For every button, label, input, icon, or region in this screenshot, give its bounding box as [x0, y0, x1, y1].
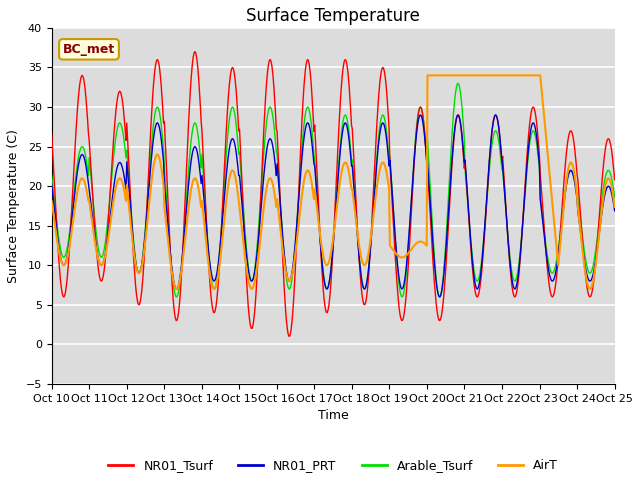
AirT — [174, 285, 182, 291]
AirT — [48, 198, 56, 204]
Legend: NR01_Tsurf, NR01_PRT, Arable_Tsurf, AirT: NR01_Tsurf, NR01_PRT, Arable_Tsurf, AirT — [103, 455, 563, 477]
NR01_PRT — [611, 208, 618, 214]
Arable_Tsurf — [403, 270, 410, 276]
AirT — [173, 286, 180, 292]
Arable_Tsurf — [116, 120, 124, 126]
Line: Arable_Tsurf: Arable_Tsurf — [52, 84, 614, 297]
AirT — [424, 72, 431, 78]
Text: BC_met: BC_met — [63, 43, 115, 56]
AirT — [403, 252, 410, 258]
Y-axis label: Surface Temperature (C): Surface Temperature (C) — [7, 129, 20, 283]
AirT — [611, 204, 618, 210]
X-axis label: Time: Time — [317, 409, 349, 422]
NR01_Tsurf — [58, 288, 66, 294]
Arable_Tsurf — [58, 252, 66, 257]
Arable_Tsurf — [204, 233, 211, 239]
Arable_Tsurf — [173, 294, 180, 300]
Arable_Tsurf — [48, 172, 56, 178]
Title: Surface Temperature: Surface Temperature — [246, 7, 420, 25]
NR01_Tsurf — [611, 177, 618, 182]
AirT — [116, 175, 124, 181]
NR01_Tsurf — [204, 239, 211, 244]
Arable_Tsurf — [174, 292, 182, 298]
AirT — [58, 260, 66, 266]
NR01_PRT — [58, 259, 66, 265]
NR01_PRT — [402, 271, 410, 276]
NR01_Tsurf — [173, 318, 180, 324]
NR01_Tsurf — [286, 333, 294, 339]
AirT — [204, 252, 211, 257]
NR01_PRT — [173, 286, 180, 292]
NR01_Tsurf — [191, 49, 199, 55]
Line: NR01_PRT: NR01_PRT — [52, 115, 614, 297]
NR01_Tsurf — [403, 280, 411, 286]
NR01_PRT — [116, 159, 124, 165]
NR01_PRT — [203, 228, 211, 234]
NR01_Tsurf — [420, 119, 428, 125]
NR01_Tsurf — [48, 130, 56, 136]
NR01_PRT — [417, 112, 424, 118]
NR01_PRT — [48, 180, 56, 186]
Arable_Tsurf — [454, 81, 462, 86]
Arable_Tsurf — [419, 112, 427, 118]
Arable_Tsurf — [611, 194, 618, 200]
NR01_PRT — [419, 119, 427, 125]
Line: AirT: AirT — [52, 75, 614, 289]
NR01_PRT — [436, 294, 444, 300]
AirT — [419, 240, 427, 245]
Line: NR01_Tsurf: NR01_Tsurf — [52, 52, 614, 336]
NR01_Tsurf — [116, 88, 124, 94]
